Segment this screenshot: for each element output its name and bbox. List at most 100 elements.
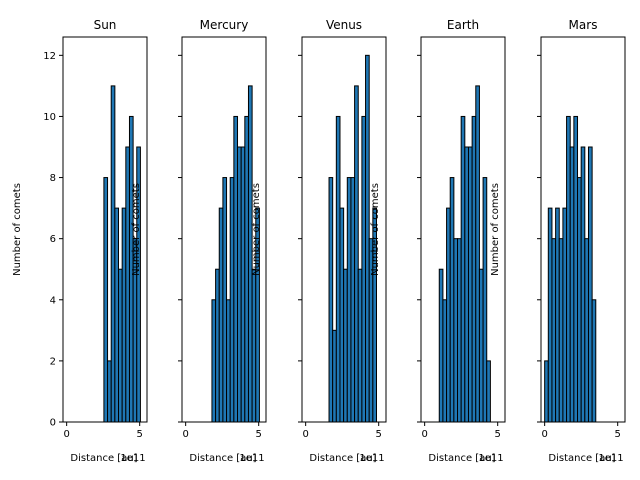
histogram-bar bbox=[558, 238, 564, 423]
x-offset-text: 1e11 bbox=[239, 453, 264, 464]
subplot-mercury: 0 5 Mercury Number of comets Distance [au]1e… bbox=[131, 18, 267, 464]
histogram-bar bbox=[471, 115, 477, 423]
histogram-bar bbox=[222, 177, 228, 423]
histogram-bar bbox=[365, 54, 370, 423]
subplot-title: Mercury bbox=[200, 18, 249, 32]
histogram-bar bbox=[566, 115, 571, 423]
histogram-bar bbox=[577, 177, 582, 423]
histogram-bar bbox=[110, 85, 116, 423]
x-tick-label: 0 bbox=[541, 429, 547, 440]
y-tick-label: 8 bbox=[50, 173, 56, 184]
subplot-venus: 0 5 Venus Number of comets Distance [au]1e11 bbox=[251, 18, 387, 464]
x-axis-label: Distance [au] bbox=[428, 453, 495, 464]
histogram-bar bbox=[453, 238, 459, 423]
histogram-bar bbox=[446, 207, 451, 423]
histogram-bar bbox=[587, 146, 593, 423]
histogram-bar bbox=[475, 85, 480, 423]
y-axis-label: Number of comets bbox=[251, 183, 262, 276]
histogram-bar bbox=[251, 268, 257, 423]
y-axis-label: Number of comets bbox=[12, 183, 23, 276]
histogram-bar bbox=[544, 360, 549, 423]
histogram-bar bbox=[478, 268, 484, 423]
x-tick-label: 5 bbox=[256, 429, 262, 440]
x-axis-label: Distance [au] bbox=[70, 453, 137, 464]
axes-frame bbox=[62, 36, 148, 423]
subplot-title: Sun bbox=[94, 18, 117, 32]
y-axis-label: Number of comets bbox=[490, 183, 501, 276]
histogram-bar bbox=[114, 207, 120, 423]
histogram-bar bbox=[551, 238, 557, 423]
x-offset-text: 1e11 bbox=[120, 453, 145, 464]
histogram-bar bbox=[215, 268, 220, 423]
x-offset-text: 1e11 bbox=[359, 453, 384, 464]
histogram-bar bbox=[591, 299, 597, 423]
histogram-bar bbox=[562, 207, 568, 423]
y-tick-label: 12 bbox=[43, 51, 56, 62]
histogram-bar bbox=[240, 146, 246, 423]
y-axis-label: Number of comets bbox=[370, 183, 381, 276]
histogram-bar bbox=[464, 146, 469, 423]
histogram-bar bbox=[442, 299, 448, 423]
x-axis-label: Distance [au] bbox=[548, 453, 615, 464]
x-tick-label: 0 bbox=[182, 429, 188, 440]
y-tick-label: 4 bbox=[50, 295, 56, 306]
histogram-bar bbox=[438, 268, 444, 423]
histogram-bar bbox=[332, 329, 337, 423]
histogram-bar bbox=[449, 177, 455, 423]
x-offset-text: 1e11 bbox=[598, 453, 623, 464]
histogram-bar bbox=[328, 177, 334, 423]
subplot-title: Mars bbox=[569, 18, 598, 32]
histogram-bar bbox=[335, 115, 341, 423]
histogram-bar bbox=[460, 115, 466, 423]
histogram-bar bbox=[346, 177, 352, 423]
subplot-mars: 0 5 Mars Number of comets Distance [au]1e11 bbox=[490, 18, 626, 464]
histogram-bar bbox=[357, 268, 363, 423]
histogram-bar bbox=[555, 207, 560, 423]
x-tick-label: 0 bbox=[421, 429, 427, 440]
y-tick-label: 10 bbox=[43, 112, 56, 123]
y-tick-label: 0 bbox=[50, 418, 56, 429]
axes-frame bbox=[301, 36, 387, 423]
histogram-bar bbox=[125, 146, 130, 423]
x-tick-label: 5 bbox=[495, 429, 501, 440]
axes-frame bbox=[181, 36, 267, 423]
histogram-bar bbox=[244, 115, 249, 423]
histogram-bar bbox=[573, 115, 579, 423]
histogram-bar bbox=[229, 177, 235, 423]
axes-frame bbox=[540, 36, 626, 423]
histogram-bar bbox=[218, 207, 224, 423]
y-axis-label: Number of comets bbox=[131, 183, 142, 276]
histogram-bar bbox=[103, 177, 109, 423]
x-offset-text: 1e11 bbox=[478, 453, 503, 464]
x-tick-label: 5 bbox=[376, 429, 382, 440]
histogram-bar bbox=[354, 85, 359, 423]
x-tick-label: 0 bbox=[302, 429, 308, 440]
histogram-bar bbox=[482, 177, 488, 423]
subplot-title: Earth bbox=[447, 18, 479, 32]
histogram-bar bbox=[580, 146, 586, 423]
histogram-bar bbox=[121, 207, 127, 423]
axes-frame bbox=[420, 36, 506, 423]
histogram-bar bbox=[486, 360, 491, 423]
histogram-bar bbox=[339, 207, 345, 423]
x-tick-label: 5 bbox=[615, 429, 621, 440]
histogram-bar bbox=[569, 146, 575, 423]
x-tick-label: 0 bbox=[63, 429, 69, 440]
x-axis-label: Distance [au] bbox=[189, 453, 256, 464]
histogram-bar bbox=[226, 299, 231, 423]
subplot-sun: 0 2 4 6 8 10 12 0 5 Sun Number of comets Distance [… bbox=[12, 18, 148, 464]
histogram-bar bbox=[107, 360, 112, 423]
y-tick-label: 2 bbox=[50, 356, 56, 367]
histogram-bar bbox=[361, 115, 367, 423]
histogram-bar bbox=[211, 299, 217, 423]
subplot-title: Venus bbox=[326, 18, 362, 32]
histogram-bar bbox=[118, 268, 123, 423]
histogram-bar bbox=[350, 177, 356, 423]
x-axis-label: Distance [au] bbox=[309, 453, 376, 464]
histogram-bar bbox=[457, 238, 462, 423]
histogram-bar bbox=[237, 146, 242, 423]
histogram-bar bbox=[467, 146, 473, 423]
histogram-bar bbox=[343, 268, 348, 423]
